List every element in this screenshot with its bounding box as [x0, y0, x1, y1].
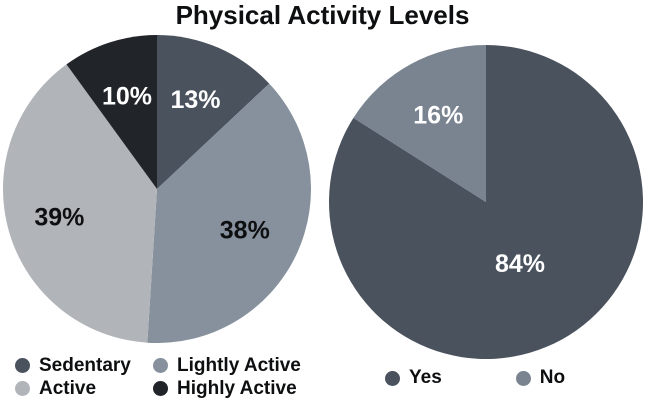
pie-percent-label-lightly-active: 38% [220, 216, 270, 244]
pie-percent-label-active: 39% [34, 203, 84, 231]
legend-item-highly-active: Highly Active [153, 378, 301, 400]
legend-dot-highly-active [153, 381, 168, 396]
pie-slice-highly-active [66, 35, 157, 189]
pie-chart-yes-no: 84% 16% [329, 45, 643, 359]
legend-activity-levels: Sedentary Lightly Active Active Highly Acti… [15, 354, 301, 400]
pie-slice-lightly-active [147, 83, 311, 343]
pie-slice-active [3, 64, 157, 343]
legend-dot-no [515, 370, 531, 386]
legend-yes-no: Yes No [385, 366, 565, 390]
pie-percent-label-sedentary: 13% [170, 86, 220, 114]
legend-dot-lightly-active [153, 358, 168, 373]
legend-dot-sedentary [15, 358, 30, 373]
pie-percent-label-yes: 84% [495, 250, 545, 278]
legend-label-lightly-active: Lightly Active [177, 354, 301, 376]
legend-label-active: Active [39, 377, 97, 399]
legend-item-yes: Yes [385, 367, 442, 389]
pie-slice-sedentary [157, 35, 270, 189]
legend-dot-active [15, 381, 30, 396]
legend-label-yes: Yes [409, 367, 442, 388]
chart-title: Physical Activity Levels [175, 0, 470, 30]
legend-item-no: No [515, 367, 566, 389]
pie-percent-label-no: 16% [413, 101, 463, 129]
legend-item-active: Active [15, 378, 153, 400]
legend-item-sedentary: Sedentary [15, 355, 153, 377]
legend-label-no: No [539, 367, 566, 388]
legend-label-sedentary: Sedentary [39, 354, 131, 376]
legend-item-lightly-active: Lightly Active [153, 355, 301, 377]
pie-percent-label-highly-active: 10% [102, 83, 152, 111]
legend-label-highly-active: Highly Active [177, 377, 297, 399]
pie-slice-yes [329, 45, 643, 359]
legend-dot-yes [385, 370, 400, 386]
pie-chart-activity-levels: 13% 38% 39% 10% [3, 35, 311, 343]
pie-slice-no [353, 45, 486, 202]
